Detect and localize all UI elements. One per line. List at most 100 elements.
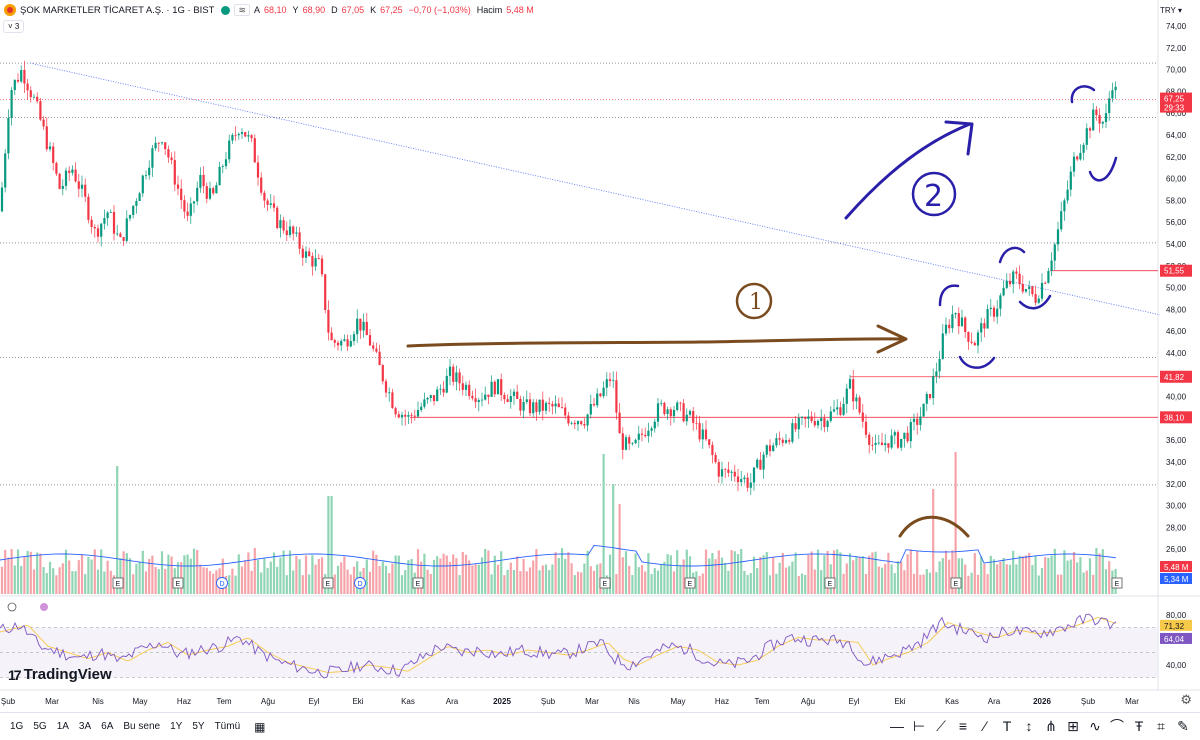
text-icon[interactable]: T [1002, 718, 1012, 734]
candle-body [733, 471, 736, 477]
volume-bar [992, 559, 996, 594]
volume-bar [196, 550, 199, 594]
trend-line-icon[interactable]: ⟋ [936, 718, 946, 734]
volume-bar [1108, 561, 1111, 594]
candle-body [1060, 211, 1063, 230]
volume-bar [791, 561, 794, 594]
period-1g[interactable]: 1G [10, 721, 24, 732]
period-5y[interactable]: 5Y [192, 721, 205, 732]
volume-bar [221, 558, 224, 594]
measure-icon[interactable]: ⌗ [1157, 718, 1165, 734]
volume-bar [813, 569, 816, 594]
rsi-tag-bg [1160, 632, 1192, 644]
candle-body [708, 439, 711, 445]
rsi-signal-tag: 71,32 [1164, 622, 1185, 631]
price-tick-label: 50,00 [1166, 284, 1187, 293]
volume-bar [237, 554, 240, 594]
calendar-icon[interactable]: ▦ [254, 719, 266, 734]
candle-body [999, 295, 1002, 309]
minus-icon[interactable]: — [890, 718, 904, 734]
volume-bar [388, 573, 391, 594]
volume-bar [1008, 564, 1012, 594]
volume-bar [346, 569, 349, 594]
settings-gear-icon[interactable]: ⚙ [1180, 692, 1192, 707]
period-all[interactable]: Tümü [214, 721, 241, 732]
candle-body [426, 397, 429, 400]
text-note-icon[interactable]: Ŧ [1134, 718, 1144, 734]
volume-tag-bg [1160, 561, 1192, 572]
candle-body [592, 404, 596, 406]
candle-body [679, 402, 682, 404]
candle-body [29, 90, 32, 98]
volume-bar [672, 571, 676, 594]
compare-icon[interactable]: ≋ [234, 4, 250, 16]
price-level-tag-bg [1160, 264, 1192, 277]
volume-bar [704, 549, 708, 594]
period-5g[interactable]: 5G [33, 721, 47, 732]
candle-body [896, 432, 900, 448]
candle-body [701, 429, 704, 440]
period-1y[interactable]: 1Y [170, 721, 183, 732]
currency-label: TRY [1160, 6, 1176, 15]
candle-body [400, 414, 404, 418]
candle-body [768, 445, 772, 452]
collapse-indicators-button[interactable]: ˅ 3 [3, 20, 25, 33]
earnings-marker [684, 577, 696, 589]
candle-body [935, 371, 938, 376]
parallel-channel-icon[interactable]: ≡ [958, 718, 968, 734]
candle-body [103, 218, 106, 224]
pen-icon[interactable]: ∕ [983, 718, 987, 734]
volume-ma-line [0, 545, 1117, 567]
candle-body [420, 406, 423, 411]
candle-body [957, 313, 960, 327]
brush-icon[interactable]: ✎ [1177, 718, 1189, 734]
candle-body [93, 226, 96, 229]
candle-body [660, 402, 663, 404]
low-value: 67,05 [341, 5, 365, 15]
horizontal-line-icon[interactable]: ⊢ [912, 718, 926, 734]
candle-body [1018, 273, 1021, 285]
volume-bar [698, 575, 701, 594]
arrow-icon[interactable]: ↕ [1025, 718, 1033, 734]
period-6a[interactable]: 6A [101, 721, 114, 732]
candle-body [666, 409, 669, 415]
candle-body [964, 317, 967, 333]
volume-bar [663, 561, 666, 594]
period-ytd[interactable]: Bu sene [123, 721, 161, 732]
fib-icon[interactable]: ⊞ [1067, 718, 1079, 734]
price-tick-label: 48,00 [1166, 305, 1187, 314]
volume-bar [45, 573, 48, 594]
volume-bar [356, 561, 359, 594]
candle-body [77, 181, 80, 189]
candle-body [1079, 152, 1082, 160]
annotation-label-2: 2 [924, 179, 943, 214]
candle-body [848, 379, 852, 389]
candle-body [989, 307, 992, 310]
currency-button[interactable]: TRY ▾ [1160, 6, 1182, 15]
volume-bar [234, 575, 237, 594]
candle-body [663, 402, 666, 415]
bottom-toolbar: 1G 5G 1A 3A 6A Bu sene 1Y 5Y Tümü ▦ — ⊢ … [0, 712, 1200, 740]
pitchfork-icon[interactable]: ⋔ [1045, 718, 1057, 734]
volume-bar [1088, 558, 1092, 594]
wave-icon[interactable]: ∿ [1089, 718, 1101, 734]
pattern-icon[interactable]: ⌒ [1110, 718, 1124, 734]
volume-bar [983, 563, 986, 594]
candle-body [388, 392, 391, 394]
candle-body [183, 200, 186, 212]
candle-body [874, 443, 877, 445]
volume-bar [525, 571, 528, 594]
period-1a[interactable]: 1A [56, 721, 69, 732]
candle-body [724, 469, 727, 471]
price-chart[interactable]: 74,00 72,00 70,00 68,00 66,00 64,00 62,00 60,00… [0, 0, 1200, 712]
candle-body [4, 153, 7, 188]
volume-bar [100, 549, 103, 594]
candle-body [778, 438, 781, 440]
volume-bar [1040, 567, 1044, 594]
symbol-title[interactable]: ŞOK MARKETLER TİCARET A.Ş. · 1G · BIST [20, 4, 215, 16]
volume-bar [141, 550, 144, 594]
candle-body [304, 251, 308, 258]
volume-bar [55, 575, 58, 594]
candle-body [282, 220, 285, 231]
period-3a[interactable]: 3A [78, 721, 92, 732]
